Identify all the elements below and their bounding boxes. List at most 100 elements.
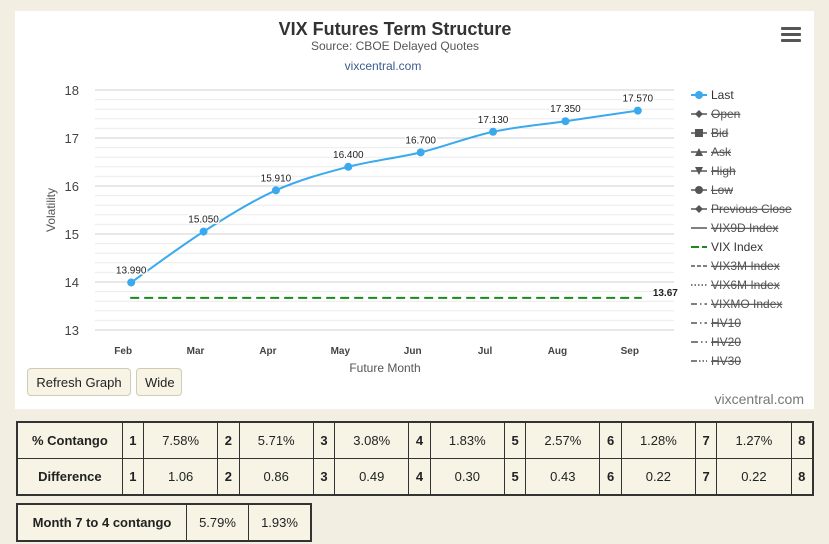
legend-item[interactable]: Bid: [691, 126, 728, 140]
wide-button[interactable]: Wide: [136, 368, 182, 396]
chart-title: VIX Futures Term Structure: [279, 19, 512, 39]
contango-value: 5.71%: [238, 421, 314, 459]
legend-label: Last: [711, 88, 734, 102]
month-index: 7: [694, 458, 718, 496]
month-index: 6: [599, 458, 622, 496]
data-label: 16.700: [405, 135, 436, 146]
last-point: [633, 106, 642, 115]
contango-label: % Contango: [16, 421, 123, 459]
month-index: 8: [790, 421, 814, 459]
month-7-to-4-percent: 5.79%: [186, 503, 249, 542]
difference-value: 0.22: [620, 458, 696, 496]
x-tick-label: Apr: [259, 346, 276, 357]
legend-item[interactable]: Previous Close: [691, 202, 792, 216]
legend-item[interactable]: Low: [691, 183, 733, 197]
month-7-to-4-table: Month 7 to 4 contango 5.79% 1.93%: [16, 503, 312, 542]
legend-label: VIX Index: [711, 240, 763, 254]
x-tick-label: Sep: [621, 346, 639, 357]
legend-item[interactable]: HV10: [691, 316, 741, 330]
data-label: 16.400: [333, 150, 364, 161]
legend-label: HV20: [711, 335, 741, 349]
difference-value: 0.22: [716, 458, 792, 496]
difference-value: 0.30: [429, 458, 505, 496]
last-point: [271, 186, 280, 195]
difference-row: Difference 1 1.06 2 0.86 3 0.49 4 0.30 5…: [16, 458, 814, 496]
contango-row: % Contango 1 7.58% 2 5.71% 3 3.08% 4 1.8…: [16, 421, 814, 459]
contango-table: % Contango 1 7.58% 2 5.71% 3 3.08% 4 1.8…: [16, 421, 814, 496]
legend-marker: [695, 186, 703, 194]
difference-value: 0.49: [334, 458, 410, 496]
x-tick-label: Feb: [114, 346, 132, 357]
legend-item[interactable]: VIX Index: [691, 240, 763, 254]
month-index: 6: [599, 421, 622, 459]
difference-value: 0.86: [238, 458, 314, 496]
month-index: 1: [121, 421, 145, 459]
legend-marker: [695, 91, 703, 99]
legend-label: VIX9D Index: [711, 221, 778, 235]
menu-icon[interactable]: [781, 27, 801, 43]
legend-marker: [695, 110, 703, 118]
month-index: 4: [408, 458, 431, 496]
legend-label: VIX3M Index: [711, 259, 780, 273]
month-7-to-4-row: Month 7 to 4 contango 5.79% 1.93%: [16, 503, 312, 542]
credit-link[interactable]: vixcentral.com: [714, 391, 804, 407]
y-axis-label: Volatility: [44, 188, 58, 232]
legend-item[interactable]: VIX6M Index: [691, 278, 780, 292]
x-tick-label: May: [331, 346, 351, 357]
legend-marker: [695, 205, 703, 213]
legend-marker: [695, 167, 703, 175]
y-tick-label: 15: [65, 227, 79, 242]
legend-item[interactable]: VIX3M Index: [691, 259, 780, 273]
contango-value: 2.57%: [525, 421, 601, 459]
legend-item[interactable]: VIXMO Index: [691, 297, 782, 311]
legend-label: Bid: [711, 126, 728, 140]
last-point: [489, 127, 498, 136]
x-tick-label: Jun: [404, 346, 422, 357]
legend-item[interactable]: HV30: [691, 354, 741, 368]
contango-value: 1.28%: [620, 421, 696, 459]
difference-label: Difference: [16, 458, 123, 496]
month-7-to-4-label: Month 7 to 4 contango: [16, 503, 187, 542]
last-point: [416, 148, 425, 157]
y-tick-label: 16: [65, 179, 79, 194]
data-label: 13.990: [116, 265, 147, 276]
legend-label: VIX6M Index: [711, 278, 780, 292]
last-series-line: [130, 109, 638, 284]
last-point: [127, 278, 136, 287]
last-point: [199, 227, 208, 236]
legend-marker: [695, 129, 703, 137]
month-index: 8: [790, 458, 814, 496]
month-index: 7: [694, 421, 718, 459]
last-point: [344, 162, 353, 171]
chart-card: VIX Futures Term Structure Source: CBOE D…: [15, 11, 814, 409]
legend-item[interactable]: Open: [691, 107, 740, 121]
legend-item[interactable]: HV20: [691, 335, 741, 349]
month-index: 5: [503, 421, 527, 459]
legend-item[interactable]: High: [691, 164, 736, 178]
x-tick-label: Mar: [187, 346, 205, 357]
legend-label: Low: [711, 183, 733, 197]
last-point: [561, 117, 570, 126]
y-tick-label: 18: [65, 83, 79, 98]
legend-label: VIXMO Index: [711, 297, 782, 311]
legend-label: Previous Close: [711, 202, 792, 216]
month-index: 5: [503, 458, 527, 496]
month-index: 3: [312, 458, 336, 496]
x-tick-label: Aug: [548, 346, 567, 357]
chart-subtitle: Source: CBOE Delayed Quotes: [311, 39, 479, 53]
month-index: 4: [408, 421, 431, 459]
difference-value: 0.43: [525, 458, 601, 496]
contango-value: 3.08%: [334, 421, 410, 459]
legend-item[interactable]: VIX9D Index: [691, 221, 778, 235]
data-label: 17.130: [478, 115, 509, 126]
month-7-to-4-average: 1.93%: [248, 503, 312, 542]
data-label: 17.350: [550, 104, 581, 115]
chart-link: vixcentral.com: [345, 59, 422, 73]
month-index: 2: [217, 458, 240, 496]
month-index: 1: [121, 458, 145, 496]
legend-item[interactable]: Ask: [691, 145, 732, 159]
y-tick-label: 14: [65, 275, 79, 290]
legend-item[interactable]: Last: [691, 88, 734, 102]
refresh-graph-button[interactable]: Refresh Graph: [27, 368, 131, 396]
